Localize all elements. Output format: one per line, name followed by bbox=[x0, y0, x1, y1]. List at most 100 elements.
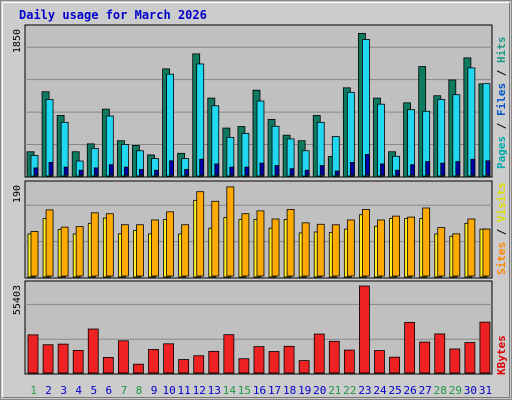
files-bar bbox=[45, 99, 54, 177]
files-bar bbox=[437, 99, 446, 177]
legend-kbytes-part: KBytes bbox=[495, 335, 508, 375]
x-tick-label: 20 bbox=[313, 384, 326, 397]
files-bar bbox=[316, 121, 325, 177]
y-max-label-visits: 190 bbox=[12, 185, 23, 203]
files-bar bbox=[226, 136, 235, 177]
x-tick-label: 17 bbox=[268, 384, 281, 397]
legend-pages-files-hits: Pages / Files / Hits bbox=[495, 37, 508, 170]
visits-bar bbox=[407, 216, 416, 277]
pages-bar bbox=[334, 170, 340, 176]
kbytes-bar bbox=[253, 346, 265, 374]
kbytes-bar bbox=[42, 344, 54, 374]
visits-bar bbox=[45, 209, 54, 277]
x-tick-label: 18 bbox=[283, 384, 296, 397]
visits-bar bbox=[136, 224, 144, 277]
x-tick-label: 30 bbox=[464, 384, 477, 397]
x-tick-label: 3 bbox=[60, 384, 67, 397]
legend-pages-files-hits-part: Hits bbox=[495, 37, 508, 70]
visits-bar bbox=[30, 231, 39, 277]
pages-bar bbox=[48, 161, 54, 176]
x-tick-label: 11 bbox=[178, 384, 191, 397]
kbytes-bar bbox=[359, 285, 370, 374]
legend-sites-visits-part: Sites bbox=[495, 242, 508, 275]
files-bar bbox=[105, 115, 114, 177]
kbytes-bar bbox=[87, 328, 99, 374]
pages-bar bbox=[229, 166, 235, 176]
y-max-label-hits: 1850 bbox=[12, 29, 23, 53]
visits-bar bbox=[392, 215, 400, 277]
visits-bar bbox=[196, 191, 205, 277]
visits-bar bbox=[331, 224, 340, 277]
x-tick-label: 1 bbox=[30, 384, 37, 397]
pages-bar bbox=[380, 163, 385, 176]
visits-bar bbox=[452, 233, 461, 277]
visits-bar bbox=[105, 213, 114, 277]
pages-bar bbox=[154, 169, 159, 176]
files-bar bbox=[256, 100, 265, 177]
pages-bar bbox=[139, 169, 144, 176]
x-tick-label: 7 bbox=[121, 384, 128, 397]
visits-bar bbox=[211, 200, 220, 277]
chart-title: Daily usage for March 2026 bbox=[19, 8, 207, 22]
x-tick-label: 10 bbox=[162, 384, 175, 397]
kbytes-bar bbox=[419, 341, 431, 374]
x-tick-label: 29 bbox=[449, 384, 462, 397]
x-tick-label: 25 bbox=[388, 384, 401, 397]
files-bar bbox=[90, 147, 99, 177]
pages-bar bbox=[184, 169, 190, 176]
visits-bar bbox=[226, 186, 235, 277]
kbytes-bar bbox=[374, 350, 385, 374]
kbytes-bar bbox=[238, 358, 250, 374]
kbytes-bar bbox=[72, 349, 84, 374]
files-bar bbox=[422, 110, 431, 177]
pages-bar bbox=[123, 166, 129, 176]
kbytes-bar bbox=[479, 321, 491, 374]
pages-bar bbox=[169, 160, 174, 176]
files-bar bbox=[166, 73, 174, 177]
files-bar bbox=[181, 158, 190, 177]
legend-sites-visits-part: Visits bbox=[495, 182, 508, 228]
files-bar bbox=[346, 91, 355, 177]
pages-bar bbox=[274, 165, 280, 176]
kbytes-bar bbox=[298, 360, 310, 374]
visits-bar bbox=[181, 224, 190, 277]
legend-pages-files-hits-part: / bbox=[495, 69, 508, 83]
visits-bar bbox=[151, 219, 159, 277]
visits-bar bbox=[467, 218, 476, 277]
x-tick-label: 31 bbox=[479, 384, 492, 397]
kbytes-bar bbox=[223, 334, 235, 374]
pages-bar bbox=[349, 161, 355, 176]
pages-bar bbox=[93, 167, 99, 176]
visits-bar bbox=[437, 227, 446, 277]
kbytes-bar bbox=[178, 359, 190, 374]
files-bar bbox=[120, 144, 129, 177]
x-tick-label: 5 bbox=[90, 384, 97, 397]
pages-bar bbox=[289, 168, 295, 176]
pages-bar bbox=[304, 169, 310, 176]
x-tick-label: 19 bbox=[298, 384, 311, 397]
pages-bar bbox=[33, 167, 39, 176]
kbytes-bar bbox=[148, 349, 159, 374]
pages-bar bbox=[485, 160, 491, 176]
pages-bar bbox=[244, 166, 250, 176]
pages-bar bbox=[199, 158, 205, 176]
x-tick-label: 21 bbox=[328, 384, 341, 397]
visits-bar bbox=[75, 226, 84, 277]
kbytes-bar bbox=[268, 351, 280, 374]
x-tick-label: 16 bbox=[253, 384, 266, 397]
kbytes-bar bbox=[434, 333, 446, 374]
visits-bar bbox=[316, 223, 325, 277]
x-tick-label: 2 bbox=[45, 384, 52, 397]
visits-bar bbox=[241, 213, 250, 277]
visits-bar bbox=[90, 212, 99, 277]
pages-bar bbox=[365, 154, 370, 176]
legend-pages-files-hits-part: Files bbox=[495, 83, 508, 123]
visits-bar bbox=[301, 222, 310, 277]
kbytes-bar bbox=[193, 355, 205, 374]
x-tick-label: 27 bbox=[419, 384, 432, 397]
pages-bar bbox=[319, 165, 325, 176]
files-bar bbox=[286, 138, 295, 177]
frame-bevel bbox=[2, 2, 510, 398]
visits-bar bbox=[362, 209, 370, 277]
